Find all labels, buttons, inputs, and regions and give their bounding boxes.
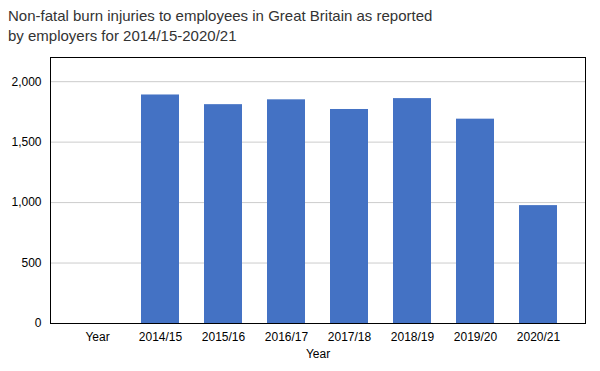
svg-text:0: 0 [35, 316, 42, 330]
svg-text:2018/19: 2018/19 [391, 330, 435, 344]
svg-text:2017/18: 2017/18 [328, 330, 372, 344]
svg-text:1,500: 1,500 [11, 135, 41, 149]
svg-text:1,000: 1,000 [11, 195, 41, 209]
svg-text:2,000: 2,000 [11, 75, 41, 89]
svg-text:2015/16: 2015/16 [202, 330, 246, 344]
svg-text:2016/17: 2016/17 [265, 330, 309, 344]
svg-text:500: 500 [21, 256, 41, 270]
svg-text:2020/21: 2020/21 [517, 330, 561, 344]
svg-text:Year: Year [306, 347, 330, 361]
html-text:Non-fatal burn injuries to emp: Non-fatal burn injuries to employees in … [8, 7, 433, 44]
svg-text:2019/20: 2019/20 [454, 330, 498, 344]
svg-text:Year: Year [85, 330, 109, 344]
svg-text:2014/15: 2014/15 [139, 330, 183, 344]
